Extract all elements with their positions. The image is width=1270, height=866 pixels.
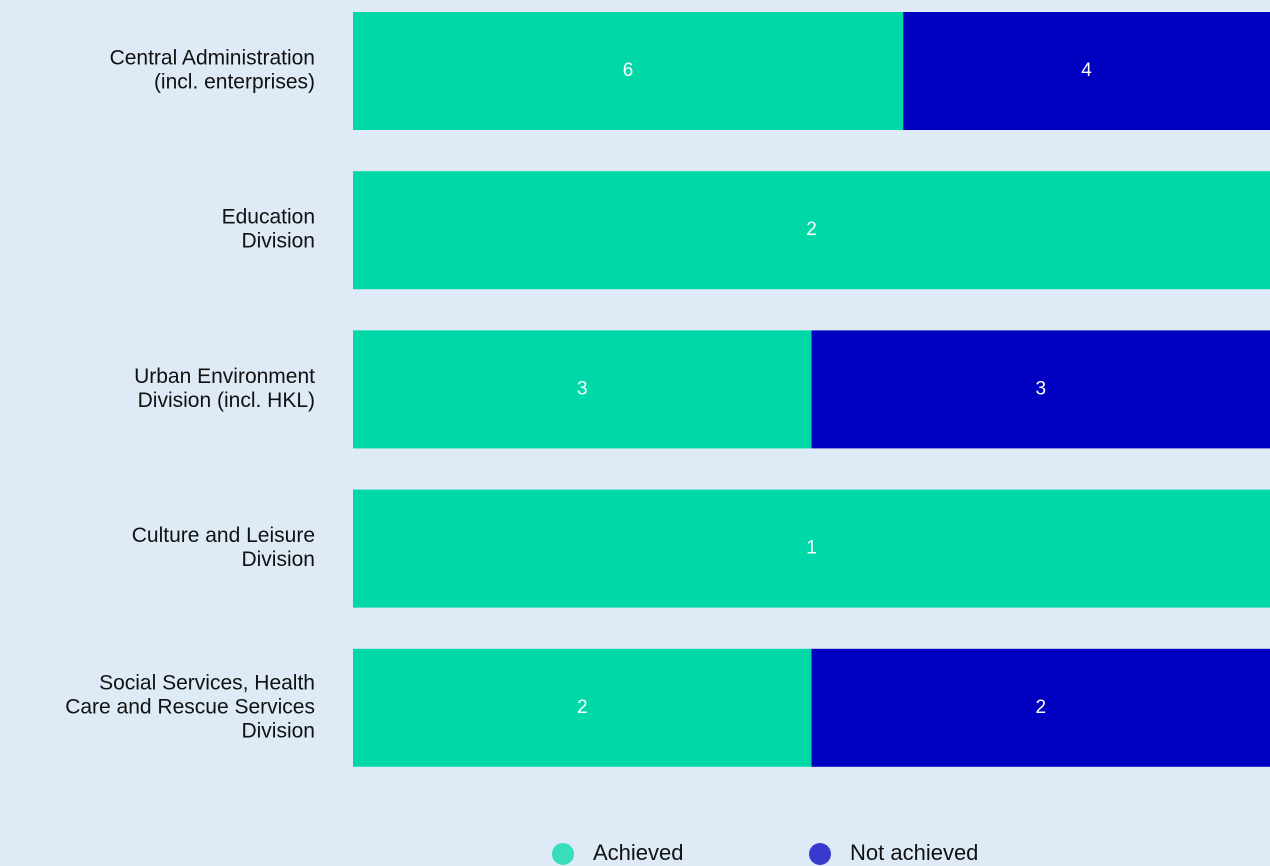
- bar-segment: [353, 12, 904, 130]
- bar-segment: [903, 12, 1270, 130]
- bar-segment: [353, 330, 812, 449]
- category-label: Division: [241, 548, 315, 571]
- category-label: Education: [222, 206, 315, 229]
- value-label: 2: [806, 219, 817, 240]
- value-label: 2: [1035, 697, 1046, 718]
- value-label: 3: [1035, 378, 1046, 399]
- value-label: 2: [577, 697, 588, 718]
- category-label: (incl. enterprises): [154, 71, 315, 94]
- legend-marker: [552, 843, 574, 865]
- bar-segment: [353, 489, 1270, 608]
- legend-marker: [809, 843, 831, 865]
- bar-segment: [811, 330, 1270, 449]
- category-label: Social Services, Health: [99, 671, 315, 694]
- category-label: Urban Environment: [134, 365, 315, 388]
- category-label: Division (incl. HKL): [138, 389, 315, 412]
- value-label: 1: [806, 538, 817, 559]
- bar-segment: [811, 648, 1270, 767]
- value-label: 6: [623, 60, 634, 81]
- category-label: Division: [241, 719, 315, 742]
- legend-label: Not achieved: [850, 840, 978, 865]
- value-label: 4: [1081, 60, 1092, 81]
- legend-label: Achieved: [593, 840, 684, 865]
- category-label: Central Administration: [110, 47, 315, 70]
- bar-segment: [353, 648, 812, 767]
- category-label: Culture and Leisure: [132, 524, 315, 547]
- value-label: 3: [577, 378, 588, 399]
- bar-segment: [353, 171, 1270, 290]
- category-label: Care and Rescue Services: [65, 695, 315, 718]
- category-label: Division: [241, 230, 315, 253]
